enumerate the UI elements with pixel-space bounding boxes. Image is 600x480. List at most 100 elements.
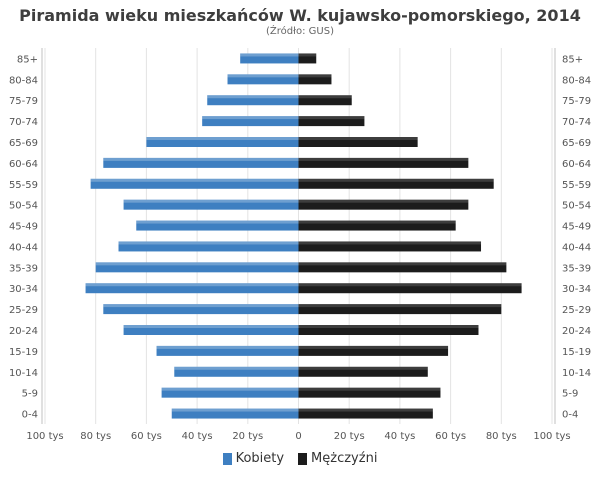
bar-mezczyzni-highlight xyxy=(298,199,469,203)
bar-mezczyzni xyxy=(298,74,332,85)
bar-mezczyzni xyxy=(298,137,418,147)
bar-mezczyzni-highlight xyxy=(298,116,365,120)
y-tick-label-right: 50-54 xyxy=(562,201,591,212)
bar-mezczyzni-highlight xyxy=(298,345,449,349)
y-tick-label-right: 55-59 xyxy=(562,180,591,191)
legend-swatch-mezczyzni xyxy=(298,452,308,465)
bar-kobiety xyxy=(123,325,299,335)
bar-mezczyzni-highlight xyxy=(298,283,522,287)
y-tick-label-right: 20-24 xyxy=(562,326,591,337)
bar-kobiety-highlight xyxy=(156,345,299,349)
bar-kobiety-highlight xyxy=(123,325,299,328)
y-tick-label-right: 10-14 xyxy=(562,368,591,379)
bar-kobiety xyxy=(95,262,299,273)
bar-kobiety-highlight xyxy=(207,95,299,99)
x-tick-label: 20 tys xyxy=(334,431,365,442)
y-tick-label-right: 80-84 xyxy=(562,75,591,86)
x-tick-label: 100 tys xyxy=(26,431,63,442)
y-tick-label-left: 25-29 xyxy=(9,305,38,316)
bar-kobiety xyxy=(123,199,299,210)
bar-kobiety xyxy=(146,137,299,147)
bar-kobiety-highlight xyxy=(118,241,299,245)
y-tick-label-right: 0-4 xyxy=(562,410,578,421)
bar-mezczyzni-highlight xyxy=(298,137,418,140)
bar-mezczyzni xyxy=(298,178,494,189)
bar-mezczyzni-highlight xyxy=(298,241,482,245)
bar-mezczyzni-highlight xyxy=(298,178,494,182)
y-tick-label-right: 35-39 xyxy=(562,263,591,274)
bar-mezczyzni-highlight xyxy=(298,262,507,266)
y-tick-label-left: 85+ xyxy=(17,54,38,65)
y-tick-label-right: 75-79 xyxy=(562,96,591,107)
bar-kobiety-highlight xyxy=(171,408,299,412)
bar-kobiety xyxy=(171,408,299,419)
y-tick-label-left: 75-79 xyxy=(9,96,38,107)
bar-mezczyzni xyxy=(298,157,469,168)
bar-mezczyzni-highlight xyxy=(298,387,441,391)
bar-mezczyzni xyxy=(298,95,352,106)
bar-mezczyzni xyxy=(298,387,441,398)
y-tick-label-right: 65-69 xyxy=(562,138,591,149)
x-tick-label: 60 tys xyxy=(435,431,466,442)
y-tick-label-left: 5-9 xyxy=(22,389,38,400)
y-tick-label-left: 50-54 xyxy=(9,201,38,212)
bar-kobiety-highlight xyxy=(136,220,299,224)
legend-item-mezczyzni[interactable]: Mężczyźni xyxy=(298,451,377,466)
x-tick-label: 20 tys xyxy=(232,431,263,442)
x-tick-label: 40 tys xyxy=(182,431,213,442)
bar-kobiety xyxy=(136,220,299,231)
bar-mezczyzni xyxy=(298,366,428,377)
bar-mezczyzni-highlight xyxy=(298,366,428,370)
x-tick-label: 40 tys xyxy=(384,431,415,442)
chart-legend: Kobiety Mężczyźni xyxy=(0,451,600,466)
legend-label-kobiety: Kobiety xyxy=(235,451,285,466)
y-tick-label-left: 70-74 xyxy=(9,117,38,128)
y-tick-label-left: 40-44 xyxy=(9,242,38,253)
y-tick-label-left: 60-64 xyxy=(9,159,38,170)
bar-kobiety xyxy=(207,95,299,106)
bar-mezczyzni-highlight xyxy=(298,325,479,328)
y-tick-label-left: 15-19 xyxy=(9,347,38,358)
y-tick-label-right: 45-49 xyxy=(562,222,591,233)
bar-mezczyzni xyxy=(298,199,469,210)
bar-kobiety-highlight xyxy=(202,116,299,120)
legend-swatch-kobiety xyxy=(222,452,232,465)
bar-kobiety-highlight xyxy=(174,366,299,370)
bar-mezczyzni-highlight xyxy=(298,157,469,161)
y-tick-label-right: 70-74 xyxy=(562,117,591,128)
bar-mezczyzni xyxy=(298,325,479,335)
y-tick-label-right: 15-19 xyxy=(562,347,591,358)
bar-mezczyzni-highlight xyxy=(298,220,456,224)
bar-kobiety-highlight xyxy=(103,304,299,308)
bar-kobiety-highlight xyxy=(103,157,299,161)
y-tick-label-right: 5-9 xyxy=(562,389,578,400)
bar-kobiety xyxy=(103,304,299,315)
y-tick-label-right: 40-44 xyxy=(562,242,591,253)
y-tick-label-left: 0-4 xyxy=(22,410,38,421)
bar-kobiety xyxy=(227,74,299,85)
bar-mezczyzni-highlight xyxy=(298,53,317,57)
bar-mezczyzni-highlight xyxy=(298,408,433,412)
bar-mezczyzni-highlight xyxy=(298,304,502,308)
y-tick-label-left: 10-14 xyxy=(9,368,38,379)
bar-mezczyzni xyxy=(298,116,365,127)
bar-kobiety xyxy=(85,283,299,294)
legend-label-mezczyzni: Mężczyźni xyxy=(311,451,378,466)
x-tick-label: 60 tys xyxy=(131,431,162,442)
bar-mezczyzni xyxy=(298,262,507,273)
chart-subtitle: (Źródło: GUS) xyxy=(266,26,334,37)
y-tick-label-left: 45-49 xyxy=(9,222,38,233)
bar-mezczyzni xyxy=(298,283,522,294)
bar-kobiety xyxy=(240,53,299,64)
bar-kobiety-highlight xyxy=(227,74,299,78)
y-tick-label-left: 80-84 xyxy=(9,75,38,86)
bar-kobiety xyxy=(118,241,299,252)
legend-item-kobiety[interactable]: Kobiety xyxy=(222,451,285,466)
bar-kobiety-highlight xyxy=(90,178,299,182)
y-tick-label-left: 65-69 xyxy=(9,138,38,149)
bar-kobiety xyxy=(90,178,299,189)
y-tick-label-right: 25-29 xyxy=(562,305,591,316)
bar-kobiety xyxy=(161,387,299,398)
x-tick-label: 80 tys xyxy=(80,431,111,442)
